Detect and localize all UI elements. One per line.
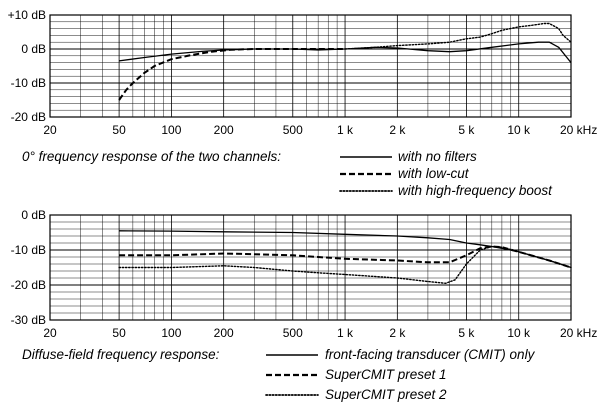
legend-label: SuperCMIT preset 1 [325,367,447,382]
y-tick-label: -10 dB [11,76,46,90]
x-tick-label: 20 kHz [560,123,597,137]
legend-diffuse-field: Diffuse-field frequency response: front-f… [22,347,536,402]
x-tick-label: 20 kHz [560,326,597,340]
x-tick-label: 20 [43,123,57,137]
legend-0deg: 0° frequency response of the two channel… [22,149,553,198]
plot-frame [49,14,572,118]
x-tick-label: 20 [43,326,57,340]
series-line-dotted [344,22,572,50]
x-tick-label: 1 k [337,123,354,137]
legend-label: SuperCMIT preset 2 [325,387,447,402]
x-tick-label: 2 k [389,123,406,137]
x-tick-label: 200 [214,123,234,137]
x-tick-label: 50 [112,326,126,340]
y-tick-label: 0 dB [21,42,46,56]
series-line-dashed [118,48,346,101]
legend-title: Diffuse-field frequency response: [22,347,220,362]
x-tick-label: 5 k [458,326,475,340]
x-tick-label: 10 k [507,123,531,137]
x-tick-label: 5 k [458,123,475,137]
x-tick-label: 100 [161,123,181,137]
legend-label: with high-frequency boost [398,183,553,198]
x-tick-label: 1 k [337,326,354,340]
legend-label: with low-cut [398,166,470,181]
x-tick-label: 2 k [389,326,406,340]
y-tick-label: -30 dB [11,313,46,327]
legend-title: 0° frequency response of the two channel… [22,149,281,164]
y-tick-label: -20 dB [11,278,46,292]
series-line-solid [119,41,572,64]
x-tick-label: 500 [283,123,303,137]
x-tick-label: 200 [214,326,234,340]
x-tick-label: 500 [283,326,303,340]
x-tick-label: 100 [161,326,181,340]
y-tick-label: +10 dB [8,8,46,22]
y-tick-label: -10 dB [11,243,46,257]
y-tick-label: 0 dB [21,208,46,222]
legend-label: with no filters [398,149,477,164]
x-tick-label: 50 [112,123,126,137]
legend-label: front-facing transducer (CMIT) only [325,347,536,362]
series-line-dotted [118,245,572,284]
y-tick-label: -20 dB [11,110,46,124]
x-tick-label: 10 k [507,326,531,340]
